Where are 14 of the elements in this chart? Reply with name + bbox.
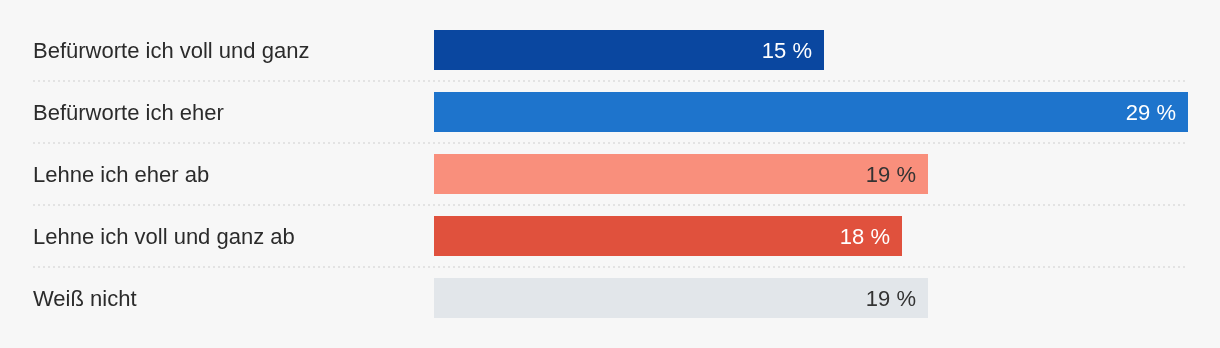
data-label: 18 % [839,223,890,249]
bar [434,216,902,256]
data-label: 19 % [865,285,916,311]
bar [434,92,1188,132]
y-tick-label: Befürworte ich eher [33,99,224,125]
data-label: 29 % [1125,99,1176,125]
data-label: 19 % [865,161,916,187]
y-tick-label: Lehne ich voll und ganz ab [33,223,295,249]
bar [434,30,824,70]
y-tick-label: Lehne ich eher ab [33,161,210,187]
data-label: 15 % [761,37,812,63]
bar [434,154,928,194]
y-tick-label: Befürworte ich voll und ganz [33,37,310,63]
y-tick-label: Weiß nicht [33,285,137,311]
